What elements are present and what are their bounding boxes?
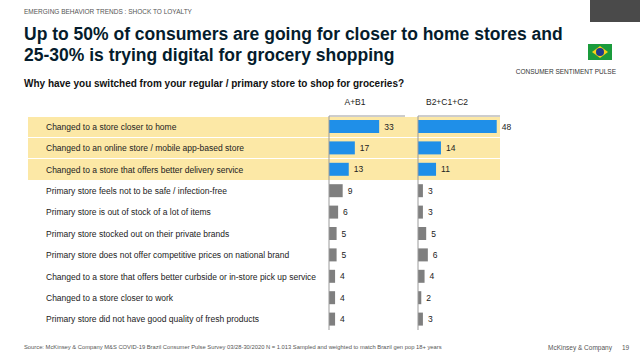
html-text:B2+C1+C2: B2+C1+C2 <box>426 97 468 107</box>
svg-text:Primary store did not have goo: Primary store did not have good quality … <box>46 314 259 324</box>
svg-text:4: 4 <box>340 314 345 324</box>
svg-text:Changed to an online store / m: Changed to an online store / mobile app-… <box>46 143 244 153</box>
svg-text:6: 6 <box>433 250 438 260</box>
html-text:Source: McKinsey & Company M&S: Source: McKinsey & Company M&S COVID-19 … <box>24 344 442 350</box>
html-text:Why have you switched from you: Why have you switched from your regular … <box>24 78 405 89</box>
html-text:19: 19 <box>622 344 630 351</box>
svg-text:14: 14 <box>446 143 456 153</box>
svg-text:3: 3 <box>428 186 433 196</box>
html-text:McKinsey & Company: McKinsey & Company <box>548 344 612 351</box>
svg-text:33: 33 <box>384 122 394 132</box>
svg-text:Primary store stocked out on t: Primary store stocked out on their priva… <box>46 229 229 239</box>
svg-text:2: 2 <box>426 293 431 303</box>
html-text:EMERGING BEHAVIOR TRENDS : SHO: EMERGING BEHAVIOR TRENDS : SHOCK TO LOYA… <box>24 8 192 15</box>
svg-text:Changed to a store that offers: Changed to a store that offers better de… <box>46 165 244 175</box>
svg-text:5: 5 <box>342 250 347 260</box>
svg-text:6: 6 <box>343 207 348 217</box>
svg-text:Changed to a store closer to h: Changed to a store closer to home <box>46 122 177 132</box>
svg-text:4: 4 <box>340 271 345 281</box>
svg-text:Primary store does not offer c: Primary store does not offer competitive… <box>46 250 289 260</box>
svg-text:11: 11 <box>441 164 450 174</box>
svg-text:13: 13 <box>354 164 364 174</box>
html-text:Up to 50% of consumers are goi: Up to 50% of consumers are going for clo… <box>24 24 563 65</box>
svg-text:Primary store is out of stock: Primary store is out of stock of a lot o… <box>46 207 211 217</box>
svg-text:17: 17 <box>360 143 370 153</box>
svg-text:4: 4 <box>430 271 435 281</box>
html-text:A+B1: A+B1 <box>344 97 366 107</box>
svg-text:48: 48 <box>502 122 512 132</box>
svg-text:9: 9 <box>348 186 353 196</box>
svg-text:5: 5 <box>431 229 436 239</box>
svg-text:4: 4 <box>340 293 345 303</box>
svg-text:3: 3 <box>428 207 433 217</box>
svg-text:Changed to a store that offers: Changed to a store that offers better cu… <box>46 272 316 282</box>
svg-text:Primary store feels not to be: Primary store feels not to be safe / inf… <box>46 186 227 196</box>
svg-text:Changed to a store closer to w: Changed to a store closer to work <box>46 293 174 303</box>
svg-text:5: 5 <box>342 229 347 239</box>
svg-text:3: 3 <box>428 314 433 324</box>
html-text:CONSUMER SENTIMENT PULSE: CONSUMER SENTIMENT PULSE <box>515 68 616 75</box>
